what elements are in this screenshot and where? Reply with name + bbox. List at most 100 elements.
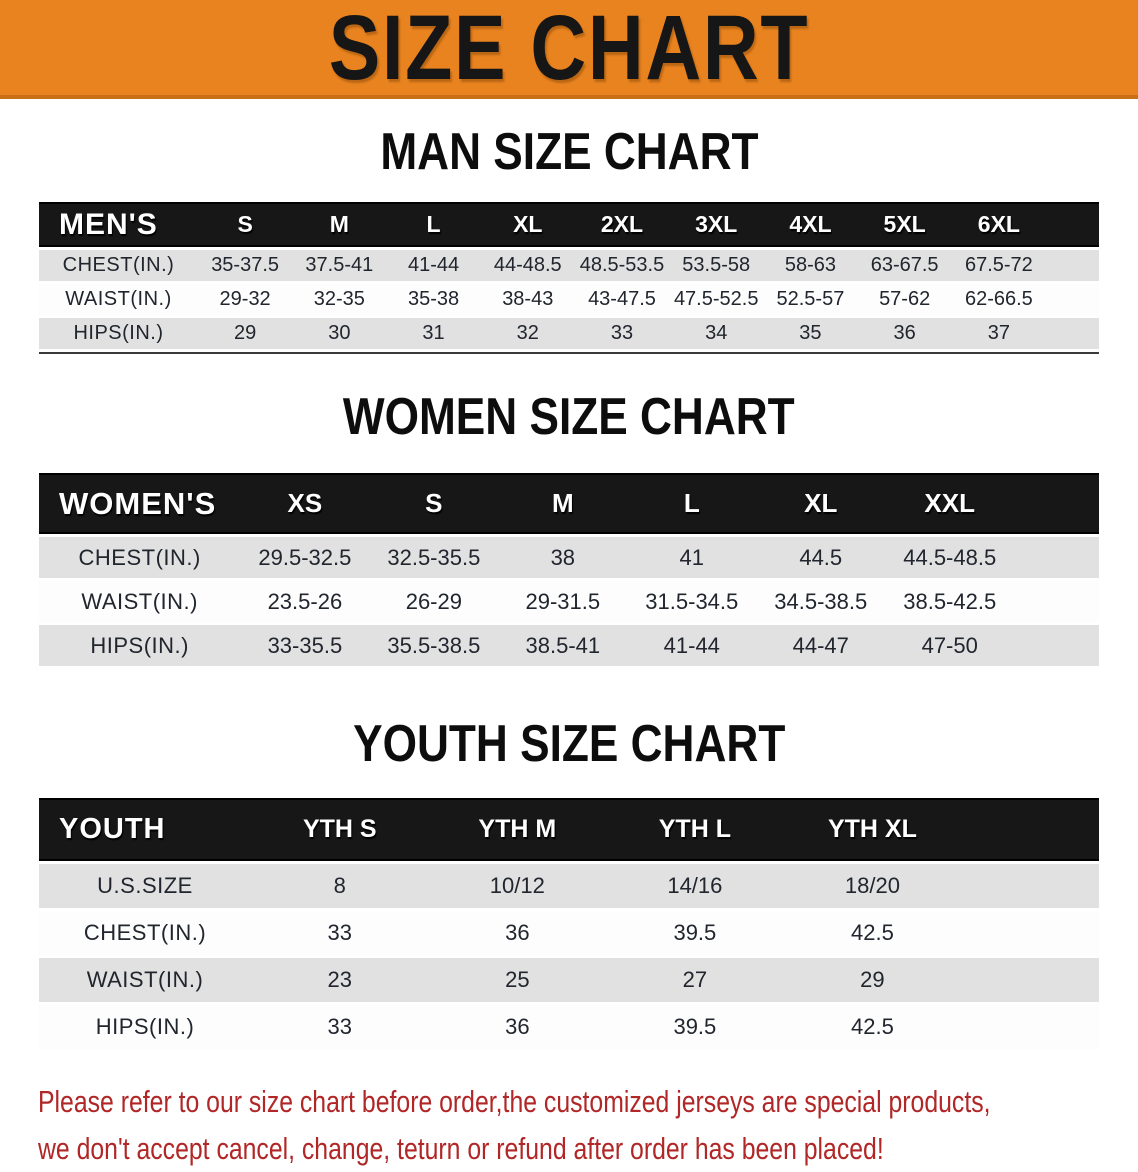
value-cell: 44-47	[756, 625, 886, 666]
value-cell: 52.5-57	[763, 284, 858, 315]
size-column-header: 3XL	[669, 202, 764, 247]
value-cell: 37	[951, 318, 1046, 349]
measurement-row: CHEST(IN.) 33 36 39.5 42.5	[39, 911, 1099, 955]
size-column-header: L	[386, 202, 481, 247]
row-label-cell: CHEST(IN.)	[39, 250, 198, 281]
measurement-row: U.S.SIZE 8 10/12 14/16 18/20	[39, 864, 1099, 908]
row-spacer	[1046, 250, 1099, 281]
value-cell: 36	[428, 1005, 607, 1049]
disclaimer: Please refer to our size chart before or…	[0, 1078, 1138, 1172]
row-label-cell: HIPS(IN.)	[39, 625, 241, 666]
value-cell: 48.5-53.5	[574, 250, 670, 281]
size-column-header: S	[369, 473, 499, 534]
value-cell: 62-66.5	[951, 284, 1046, 315]
value-cell: 39.5	[606, 911, 784, 955]
row-label-cell: HIPS(IN.)	[39, 318, 198, 349]
table-header-row: MEN'S S M L XL 2XL 3XL 4XL 5XL 6XL	[39, 202, 1099, 247]
measurement-row: WAIST(IN.) 23 25 27 29	[39, 958, 1099, 1002]
value-cell: 29	[198, 318, 293, 349]
row-label-cell: WAIST(IN.)	[39, 284, 198, 315]
value-cell: 47-50	[885, 625, 1015, 666]
row-label-cell: HIPS(IN.)	[39, 1005, 251, 1049]
row-spacer	[961, 864, 1099, 908]
value-cell: 34.5-38.5	[756, 581, 886, 622]
value-cell: 32	[480, 318, 575, 349]
value-cell: 39.5	[606, 1005, 784, 1049]
value-cell: 36	[857, 318, 952, 349]
womens-size-table: WOMEN'S XS S M L XL XXL CHEST(IN.) 29.5-32.5 32.5…	[39, 470, 1099, 669]
banner: SIZE CHART	[0, 0, 1138, 99]
value-cell: 42.5	[783, 1005, 962, 1049]
value-cell: 8	[251, 864, 429, 908]
size-column-header: XXL	[885, 473, 1015, 534]
value-cell: 14/16	[606, 864, 784, 908]
header-spacer	[1014, 473, 1099, 534]
youth-section-heading: YOUTH SIZE CHART	[0, 717, 1138, 771]
men-section-heading: MAN SIZE CHART	[0, 125, 1138, 179]
value-cell: 41-44	[386, 250, 481, 281]
table-category-label: MEN'S	[39, 202, 198, 247]
value-cell: 29-32	[198, 284, 293, 315]
value-cell: 57-62	[857, 284, 952, 315]
value-cell: 33	[251, 911, 429, 955]
size-column-header: YTH XL	[783, 798, 962, 861]
value-cell: 37.5-41	[292, 250, 387, 281]
size-column-header: S	[198, 202, 293, 247]
value-cell: 29-31.5	[498, 581, 628, 622]
value-cell: 38.5-41	[498, 625, 628, 666]
value-cell: 44.5	[756, 537, 886, 578]
table-header-row: YOUTH YTH S YTH M YTH L YTH XL	[39, 798, 1099, 861]
row-label-cell: CHEST(IN.)	[39, 911, 251, 955]
value-cell: 58-63	[763, 250, 858, 281]
size-column-header: YTH S	[251, 798, 429, 861]
row-spacer	[1014, 537, 1099, 578]
size-column-header: XL	[480, 202, 575, 247]
value-cell: 35-37.5	[198, 250, 293, 281]
value-cell: 33	[251, 1005, 429, 1049]
value-cell: 35	[763, 318, 858, 349]
value-cell: 42.5	[783, 911, 962, 955]
page-title: SIZE CHART	[328, 0, 810, 99]
header-spacer	[1046, 202, 1099, 247]
header-spacer	[961, 798, 1099, 861]
table-category-label: YOUTH	[39, 798, 251, 861]
value-cell: 53.5-58	[669, 250, 764, 281]
value-cell: 27	[606, 958, 784, 1002]
size-column-header: M	[292, 202, 387, 247]
value-cell: 38.5-42.5	[885, 581, 1015, 622]
row-label-cell: CHEST(IN.)	[39, 537, 241, 578]
row-label-cell: WAIST(IN.)	[39, 581, 241, 622]
measurement-row: CHEST(IN.) 35-37.5 37.5-41 41-44 44-48.5 48.5…	[39, 250, 1099, 281]
women-section-heading: WOMEN SIZE CHART	[0, 390, 1138, 444]
value-cell: 32.5-35.5	[369, 537, 499, 578]
row-spacer	[961, 911, 1099, 955]
value-cell: 31	[386, 318, 481, 349]
value-cell: 63-67.5	[857, 250, 952, 281]
measurement-row: HIPS(IN.) 33 36 39.5 42.5	[39, 1005, 1099, 1049]
size-column-header: XL	[756, 473, 886, 534]
men-section-heading-text: MAN SIZE CHART	[379, 123, 759, 181]
value-cell: 43-47.5	[574, 284, 670, 315]
size-column-header: 2XL	[574, 202, 670, 247]
value-cell: 31.5-34.5	[627, 581, 757, 622]
measurement-row: HIPS(IN.) 33-35.5 35.5-38.5 38.5-41 41-44 44-…	[39, 625, 1099, 666]
value-cell: 35-38	[386, 284, 481, 315]
size-column-header: 4XL	[763, 202, 858, 247]
measurement-row: HIPS(IN.) 29 30 31 32 33 34 35 36 37	[39, 318, 1099, 349]
measurement-row: WAIST(IN.) 29-32 32-35 35-38 38-43 43-47.5 47.…	[39, 284, 1099, 315]
value-cell: 23	[251, 958, 429, 1002]
table-category-label: WOMEN'S	[39, 473, 241, 534]
value-cell: 67.5-72	[951, 250, 1046, 281]
value-cell: 38	[498, 537, 628, 578]
value-cell: 36	[428, 911, 607, 955]
size-column-header: M	[498, 473, 628, 534]
row-spacer	[1014, 581, 1099, 622]
value-cell: 41-44	[627, 625, 757, 666]
row-label-cell: WAIST(IN.)	[39, 958, 251, 1002]
size-column-header: 6XL	[951, 202, 1046, 247]
size-column-header: 5XL	[857, 202, 952, 247]
row-spacer	[1046, 284, 1099, 315]
youth-size-table: YOUTH YTH S YTH M YTH L YTH XL U.S.SIZE 8 10/12…	[39, 795, 1099, 1052]
row-spacer	[961, 1005, 1099, 1049]
